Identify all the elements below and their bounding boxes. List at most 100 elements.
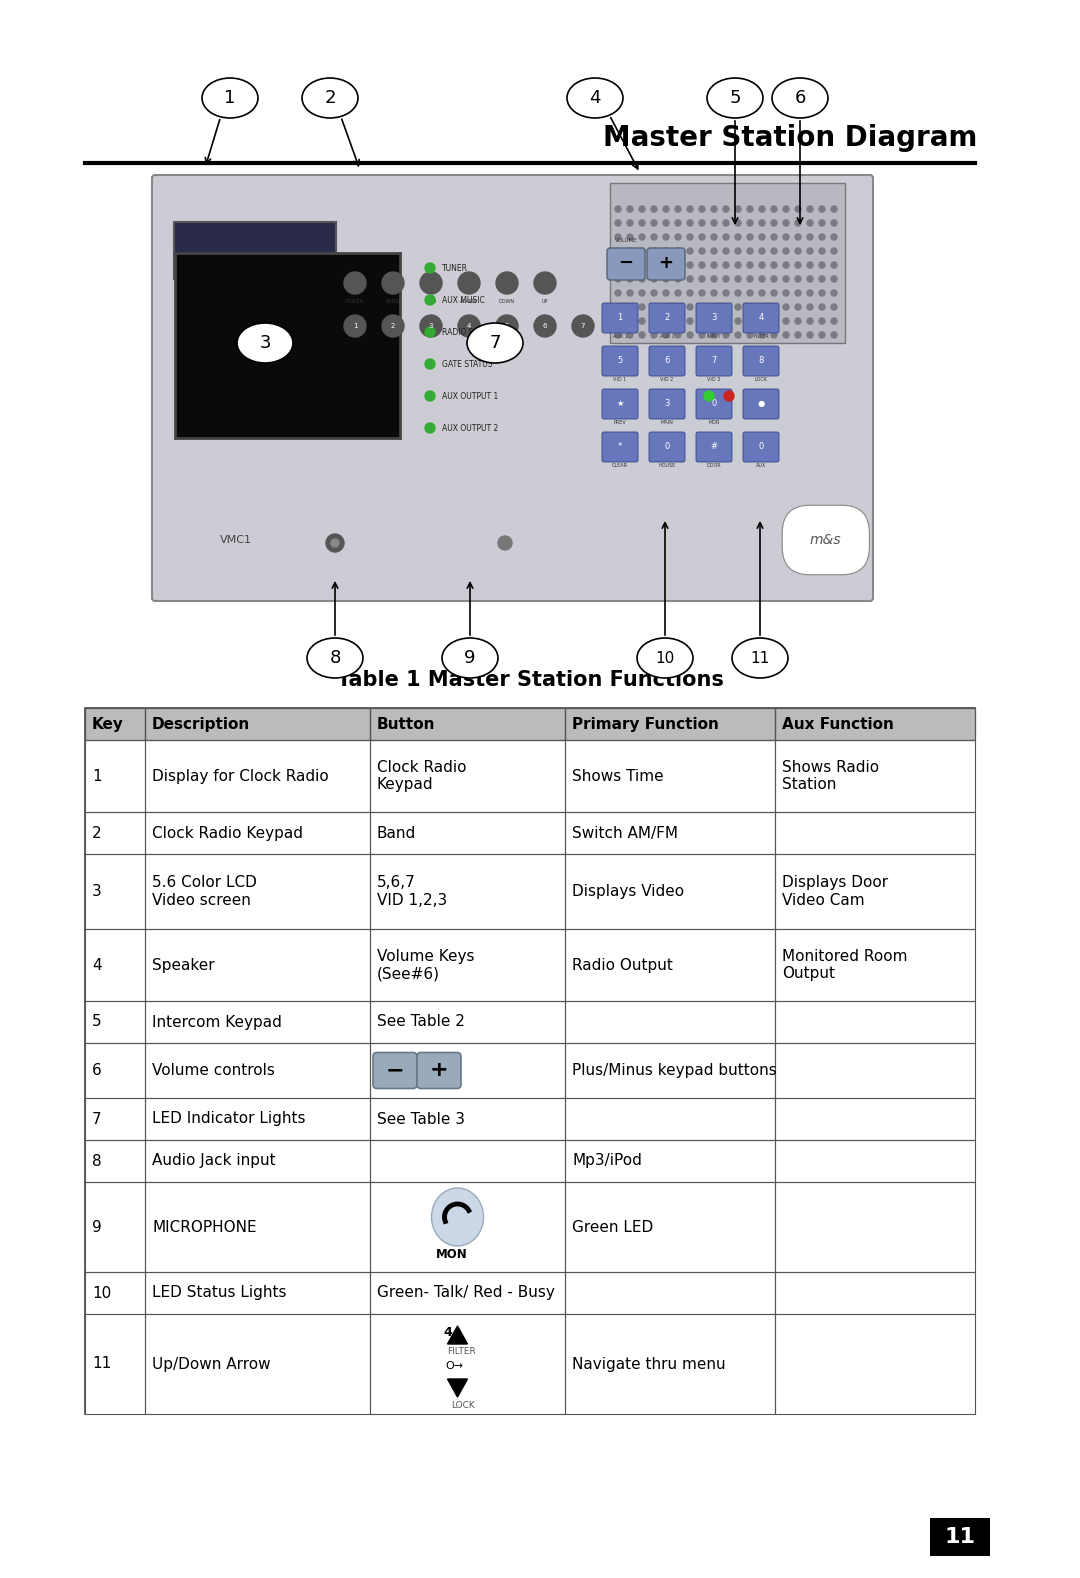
Text: 5: 5 (618, 355, 623, 365)
Text: AUX OUTPUT 2: AUX OUTPUT 2 (442, 423, 498, 432)
Text: 8: 8 (329, 649, 340, 667)
Circle shape (783, 234, 789, 240)
FancyBboxPatch shape (85, 929, 975, 1000)
Circle shape (807, 207, 813, 211)
Circle shape (711, 219, 717, 226)
Circle shape (426, 264, 435, 273)
Circle shape (639, 234, 645, 240)
Circle shape (639, 219, 645, 226)
Circle shape (651, 305, 657, 309)
Circle shape (735, 276, 741, 282)
Text: 0: 0 (664, 442, 670, 450)
FancyBboxPatch shape (696, 432, 732, 462)
Circle shape (615, 248, 621, 254)
FancyBboxPatch shape (607, 248, 645, 279)
Circle shape (831, 248, 837, 254)
Text: 7: 7 (581, 323, 585, 328)
FancyBboxPatch shape (85, 709, 975, 1414)
Circle shape (699, 276, 705, 282)
Circle shape (651, 319, 657, 323)
Circle shape (687, 290, 693, 297)
Text: Displays Door
Video Cam: Displays Door Video Cam (782, 876, 888, 907)
Circle shape (735, 319, 741, 323)
Text: AUX 2: AUX 2 (660, 335, 674, 339)
Text: 5: 5 (92, 1015, 102, 1029)
Text: 3: 3 (712, 312, 717, 322)
Circle shape (759, 248, 765, 254)
Circle shape (831, 305, 837, 309)
FancyBboxPatch shape (85, 740, 975, 813)
Circle shape (639, 207, 645, 211)
Circle shape (783, 276, 789, 282)
Text: Volume Keys
(See#6): Volume Keys (See#6) (377, 948, 474, 982)
Text: LED Indicator Lights: LED Indicator Lights (152, 1111, 306, 1127)
Circle shape (795, 331, 801, 338)
Circle shape (735, 207, 741, 211)
Text: *: * (618, 442, 622, 450)
Circle shape (771, 219, 777, 226)
Circle shape (651, 290, 657, 297)
Circle shape (735, 262, 741, 268)
Circle shape (426, 360, 435, 369)
Text: DOWN: DOWN (499, 298, 515, 305)
Circle shape (615, 219, 621, 226)
Text: Plus/Minus keypad buttons: Plus/Minus keypad buttons (572, 1064, 777, 1078)
Text: 7: 7 (92, 1111, 102, 1127)
Text: Button: Button (377, 716, 435, 732)
Circle shape (831, 207, 837, 211)
Text: LOCK: LOCK (451, 1401, 475, 1411)
Text: Shows Time: Shows Time (572, 768, 663, 784)
Circle shape (747, 319, 753, 323)
Circle shape (723, 305, 729, 309)
Circle shape (675, 234, 681, 240)
Text: UP: UP (542, 298, 549, 305)
Text: m&s: m&s (810, 533, 841, 548)
Text: MICROPHONE: MICROPHONE (152, 1220, 257, 1234)
Text: 1: 1 (353, 323, 357, 328)
Circle shape (663, 207, 669, 211)
Ellipse shape (307, 638, 363, 679)
Text: 3: 3 (664, 399, 670, 407)
Circle shape (759, 262, 765, 268)
Circle shape (819, 290, 825, 297)
Circle shape (615, 276, 621, 282)
Circle shape (639, 262, 645, 268)
FancyBboxPatch shape (696, 346, 732, 376)
Text: MON: MON (435, 1248, 468, 1261)
Text: HOUSE: HOUSE (659, 462, 676, 469)
Polygon shape (447, 1326, 468, 1344)
Circle shape (687, 319, 693, 323)
Text: 3: 3 (429, 323, 433, 328)
FancyBboxPatch shape (649, 432, 685, 462)
Circle shape (627, 248, 633, 254)
FancyBboxPatch shape (930, 1518, 990, 1556)
FancyBboxPatch shape (602, 303, 638, 333)
Circle shape (627, 276, 633, 282)
Text: AUX OUTPUT 1: AUX OUTPUT 1 (442, 391, 498, 401)
Text: 4: 4 (758, 312, 764, 322)
Circle shape (615, 290, 621, 297)
Text: 4: 4 (444, 1326, 453, 1338)
FancyBboxPatch shape (85, 1098, 975, 1139)
Circle shape (663, 219, 669, 226)
Circle shape (627, 290, 633, 297)
Text: 1: 1 (92, 768, 102, 784)
FancyBboxPatch shape (649, 346, 685, 376)
Text: 5: 5 (729, 88, 741, 107)
Circle shape (771, 276, 777, 282)
Circle shape (711, 234, 717, 240)
Circle shape (711, 276, 717, 282)
FancyBboxPatch shape (743, 303, 779, 333)
Text: 2: 2 (92, 825, 102, 841)
Circle shape (663, 262, 669, 268)
Circle shape (627, 331, 633, 338)
Circle shape (759, 234, 765, 240)
Circle shape (807, 234, 813, 240)
Circle shape (795, 219, 801, 226)
Text: 4: 4 (590, 88, 600, 107)
Text: 4: 4 (92, 958, 102, 972)
Text: 9: 9 (92, 1220, 102, 1234)
Circle shape (723, 331, 729, 338)
Circle shape (711, 262, 717, 268)
Text: DOOR: DOOR (706, 462, 721, 469)
